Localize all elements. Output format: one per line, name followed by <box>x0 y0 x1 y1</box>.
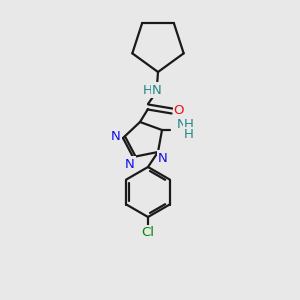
Text: N: N <box>177 118 187 131</box>
Text: N: N <box>111 130 121 143</box>
Text: N: N <box>152 83 162 97</box>
Text: H: H <box>184 128 194 142</box>
Text: N: N <box>158 152 168 164</box>
Text: Cl: Cl <box>142 226 154 239</box>
Text: O: O <box>174 103 184 116</box>
Text: H: H <box>143 83 153 97</box>
Text: H: H <box>184 118 194 131</box>
Text: N: N <box>125 158 135 170</box>
